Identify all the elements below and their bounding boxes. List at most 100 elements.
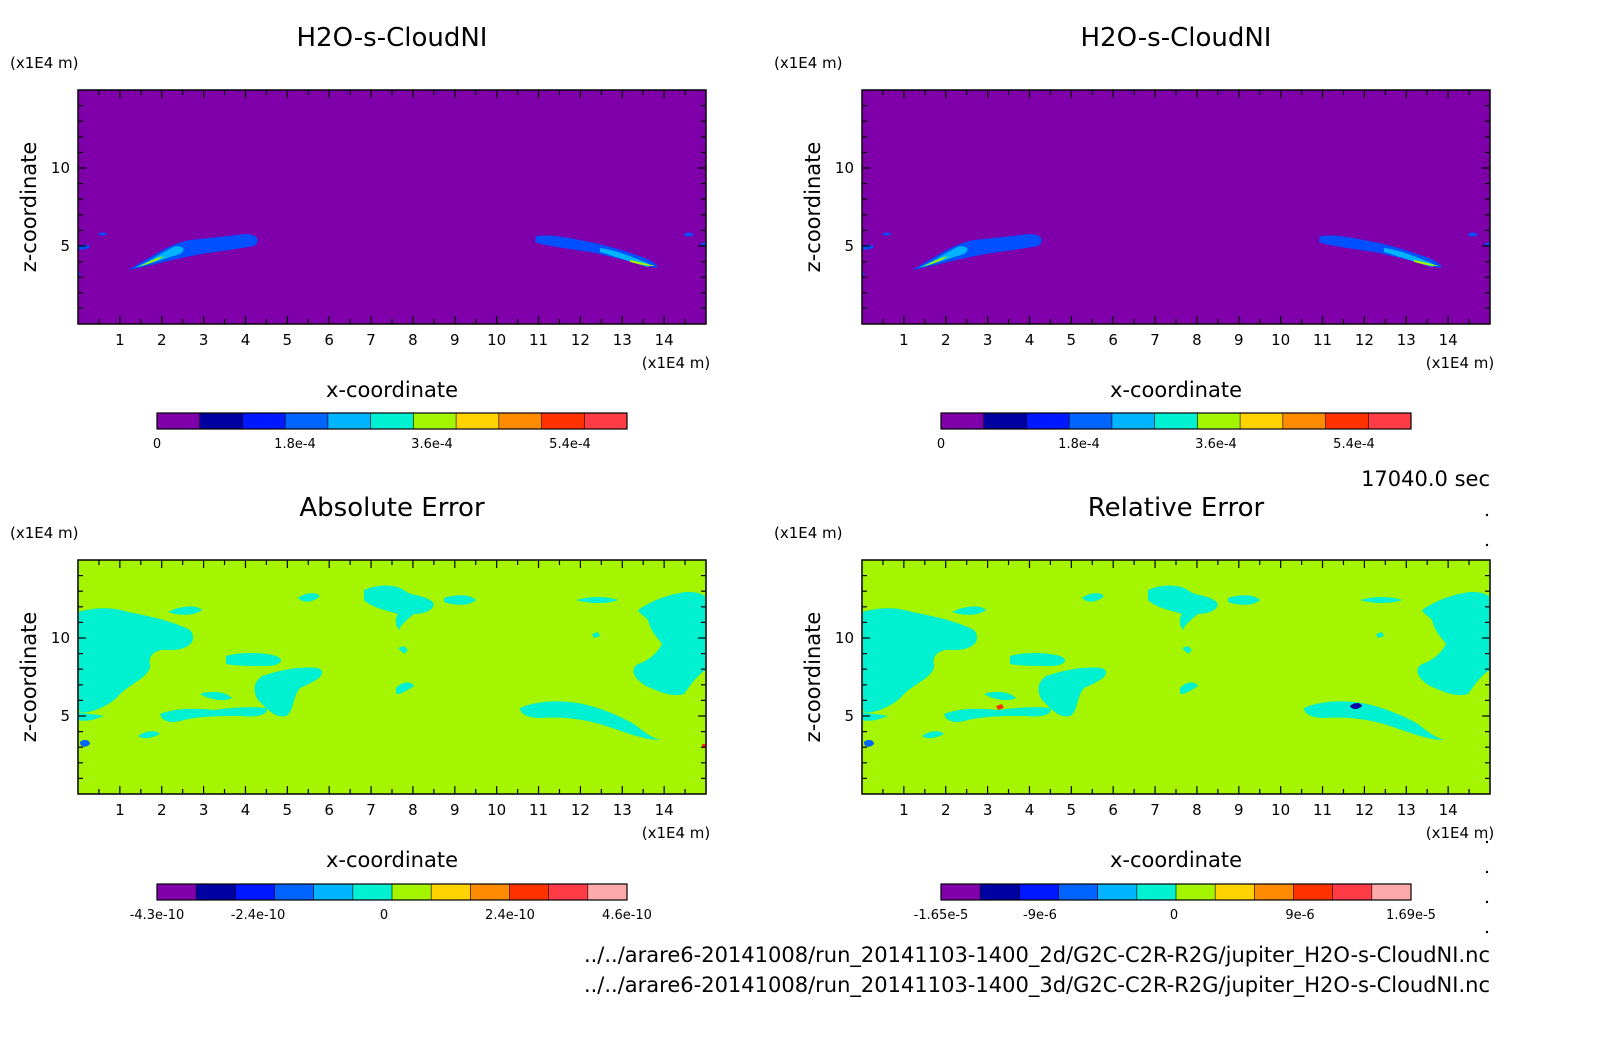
- x-tick-label: 4: [1025, 331, 1035, 349]
- x-tick-label: 3: [983, 331, 993, 349]
- error-structures: [78, 585, 706, 740]
- colorbar-segment: [1240, 413, 1284, 429]
- x-tick-label: 5: [1067, 801, 1077, 819]
- x-axis-label: x-coordinate: [1110, 378, 1242, 402]
- colorbar-segment: [242, 413, 286, 429]
- colorbar-tick-label: 3.6e-4: [411, 437, 453, 452]
- cloud-right: [535, 232, 706, 268]
- x-tick-label: 14: [1439, 801, 1458, 819]
- panel-bottom-right: Relative Error (x1E4 m) 1 2 3 4 5 6 7 8 9 10 11 1: [774, 493, 1494, 923]
- x-tick-label: 8: [408, 331, 418, 349]
- colorbar-tick-labels: -1.65e-5 -9e-6 0 9e-6 1.69e-5: [914, 908, 1436, 923]
- colorbar-tick-label: 9e-6: [1285, 908, 1314, 923]
- x-tick-label: 10: [487, 331, 506, 349]
- colorbar-frame: [156, 883, 628, 901]
- colorbar-segment: [1215, 884, 1255, 900]
- file-path-3d: ../../arare6-20141008/run_20141103-1400_…: [584, 973, 1490, 998]
- colorbar-segment: [509, 884, 550, 900]
- y-axis-label: z-coordinate: [801, 142, 825, 273]
- colorbar-segment: [1058, 884, 1099, 900]
- x-tick-label: 6: [324, 331, 334, 349]
- colorbar-segment: [157, 413, 201, 429]
- x-tick-label: 13: [613, 331, 632, 349]
- colorbar-tick-label: -2.4e-10: [231, 908, 286, 923]
- x-tick-label: 13: [1397, 331, 1416, 349]
- x-tick-label: 9: [450, 331, 460, 349]
- x-tick-label: 3: [199, 801, 209, 819]
- x-tick-label: 14: [1439, 331, 1458, 349]
- x-tick-label: 5: [1067, 331, 1077, 349]
- x-tick-label: 8: [1192, 331, 1202, 349]
- y-tick-label: 10: [835, 159, 854, 177]
- colorbar-tick-label: -4.3e-10: [130, 908, 185, 923]
- x-tick-label: 4: [241, 331, 251, 349]
- colorbar-segment: [1069, 413, 1113, 429]
- panel-title: H2O-s-CloudNI: [297, 23, 488, 53]
- x-tick-label: 5: [283, 801, 293, 819]
- colorbar-segment: [1136, 884, 1177, 900]
- colorbar-segment: [1176, 884, 1216, 900]
- colorbar-segment: [313, 884, 354, 900]
- panel-top-right: H2O-s-CloudNI (x1E4 m) 1 2 3 4 5 6 7 8 9 10 11 12 13…: [774, 23, 1494, 452]
- x-tick-label: 10: [1271, 331, 1290, 349]
- x-tick-label: 3: [199, 331, 209, 349]
- colorbar-tick-label: 0: [1170, 908, 1178, 923]
- x-tick-label: 12: [1355, 801, 1374, 819]
- colorbar-segment: [274, 884, 315, 900]
- x-axis-label: x-coordinate: [326, 848, 458, 872]
- x-tick-label: 2: [941, 331, 951, 349]
- colorbar-tick-label: 4.6e-10: [602, 908, 652, 923]
- colorbar-segment: [941, 884, 981, 900]
- x-tick-label: 10: [1271, 801, 1290, 819]
- x-tick-label: 14: [655, 331, 674, 349]
- x-tick-label: 2: [941, 801, 951, 819]
- colorbar-tick-label: 1.69e-5: [1386, 908, 1436, 923]
- y-unit-label: (x1E4 m): [774, 54, 843, 72]
- colorbar-segment: [587, 884, 628, 900]
- colorbar-segment: [1371, 884, 1412, 900]
- x-tick-label: 12: [571, 801, 590, 819]
- x-tick-label: 2: [157, 801, 167, 819]
- plot-field: [78, 90, 706, 324]
- x-tick-label: 11: [529, 331, 548, 349]
- error-blob: [80, 739, 90, 747]
- colorbar-segment: [980, 884, 1020, 900]
- colorbar-tick-label: 3.6e-4: [1195, 437, 1237, 452]
- colorbar-tick-label: 0: [380, 908, 388, 923]
- colorbar-segment: [1368, 413, 1412, 429]
- y-tick-label: 5: [844, 707, 854, 725]
- x-tick-label: 7: [1150, 331, 1160, 349]
- error-blob: [996, 704, 1004, 710]
- colorbar-frame: [940, 883, 1412, 901]
- panel-title: Relative Error: [1088, 493, 1265, 523]
- x-tick-label: 9: [450, 801, 460, 819]
- colorbar-frame: [156, 412, 628, 430]
- colorbar-tick-label: 5.4e-4: [1333, 437, 1375, 452]
- colorbar-tick-label: -1.65e-5: [914, 908, 969, 923]
- y-tick-label: 10: [835, 629, 854, 647]
- x-axis-label: x-coordinate: [326, 378, 458, 402]
- y-tick-label: 5: [60, 237, 70, 255]
- error-blob: [1350, 703, 1362, 709]
- colorbar-segment: [352, 884, 393, 900]
- x-tick-label: 10: [487, 801, 506, 819]
- colorbar-segment: [1111, 413, 1156, 429]
- x-tick-label: 12: [1355, 331, 1374, 349]
- colorbar-segment: [431, 884, 471, 900]
- x-unit-label: (x1E4 m): [1426, 354, 1495, 372]
- x-tick-label: 2: [157, 331, 167, 349]
- x-tick-label: 1: [115, 331, 125, 349]
- colorbar-tick-labels: 0 1.8e-4 3.6e-4 5.4e-4: [937, 437, 1375, 452]
- colorbar-segment: [413, 413, 457, 429]
- decorative-dots: [1485, 513, 1489, 934]
- colorbar-segment: [199, 413, 243, 429]
- colorbar-segment: [1293, 884, 1334, 900]
- x-tick-label: 4: [241, 801, 251, 819]
- x-tick-label: 8: [1192, 801, 1202, 819]
- x-unit-label: (x1E4 m): [1426, 824, 1495, 842]
- panel-title: H2O-s-CloudNI: [1081, 23, 1272, 53]
- colorbar-segment: [157, 884, 197, 900]
